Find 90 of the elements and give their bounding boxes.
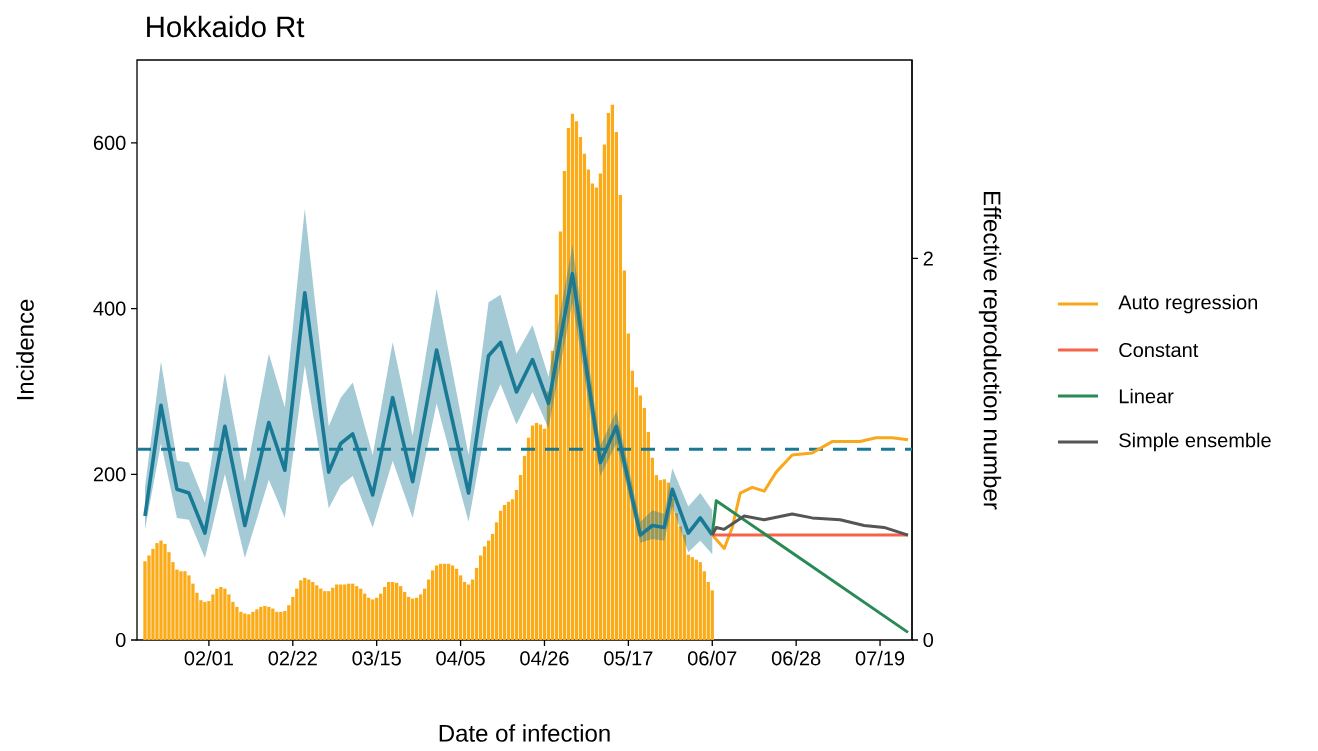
x-axis-title: Date of infection xyxy=(439,724,610,742)
legend-label: Linear xyxy=(1119,388,1174,404)
bar xyxy=(155,543,159,640)
bar xyxy=(466,584,471,640)
bar xyxy=(359,588,363,640)
bar xyxy=(538,424,543,640)
y2-tick-label: 2 xyxy=(923,251,933,266)
bar xyxy=(307,579,311,640)
bar xyxy=(163,543,167,640)
bar xyxy=(355,586,359,640)
bar xyxy=(694,559,698,640)
bar xyxy=(438,563,443,640)
bar xyxy=(506,501,511,640)
bar xyxy=(690,557,694,640)
bar xyxy=(263,606,267,640)
bar xyxy=(267,606,271,640)
y2-axis-title: Effective reproduction number xyxy=(978,192,1002,510)
bar xyxy=(383,586,387,640)
x-tick-label: 06/07 xyxy=(688,650,737,666)
bar xyxy=(610,104,615,640)
chart-title: Hokkaido Rt xyxy=(147,15,305,38)
x-tick-label: 07/19 xyxy=(855,650,905,666)
bar xyxy=(434,565,439,640)
bar xyxy=(251,611,255,640)
bar xyxy=(243,613,247,640)
line-series xyxy=(710,436,910,550)
bar xyxy=(239,611,243,640)
bar xyxy=(303,577,307,640)
bar xyxy=(159,540,163,640)
bar xyxy=(179,571,183,640)
bar xyxy=(391,582,395,640)
bar xyxy=(407,596,411,640)
bar xyxy=(319,588,323,640)
bar xyxy=(299,580,303,640)
bar xyxy=(399,586,403,640)
x-tick-label: 04/05 xyxy=(436,650,485,666)
bar xyxy=(414,597,419,640)
bar xyxy=(534,422,539,640)
bar xyxy=(371,599,375,640)
bar xyxy=(411,598,415,640)
bar xyxy=(502,504,507,640)
bar xyxy=(255,609,259,640)
bar xyxy=(375,597,379,640)
x-tick-label: 04/26 xyxy=(520,650,569,666)
bar xyxy=(343,584,347,640)
bar xyxy=(347,583,351,640)
bar xyxy=(203,601,207,640)
legend-label: Auto regression xyxy=(1118,294,1258,314)
y-tick-label: 600 xyxy=(93,135,126,150)
bar xyxy=(331,587,335,640)
y-tick-label: 200 xyxy=(93,467,126,482)
bar xyxy=(279,611,283,640)
bar xyxy=(187,575,191,640)
bar xyxy=(446,563,451,640)
bar xyxy=(450,565,455,640)
bar xyxy=(219,586,223,640)
y2-tick-label: 0 xyxy=(923,632,934,648)
x-tick-label: 05/17 xyxy=(604,650,653,666)
bar xyxy=(698,562,702,640)
y-tick-label: 0 xyxy=(115,632,126,648)
bar xyxy=(351,583,355,640)
bar xyxy=(183,571,187,640)
bar xyxy=(223,588,227,640)
bar xyxy=(235,606,239,640)
line-series xyxy=(710,512,910,537)
y-tick-label: 400 xyxy=(93,301,126,316)
x-tick-label: 03/15 xyxy=(352,650,401,666)
bar xyxy=(215,588,219,640)
bar xyxy=(530,425,535,640)
x-tick-label: 02/01 xyxy=(184,650,233,666)
bar xyxy=(259,606,263,640)
bar xyxy=(395,582,399,640)
y-axis-title: Incidence xyxy=(16,299,34,400)
bar xyxy=(387,582,391,640)
x-tick-label: 02/22 xyxy=(268,650,317,666)
bar xyxy=(311,582,315,640)
legend-label: Constant xyxy=(1119,342,1199,358)
bar xyxy=(323,591,327,640)
legend-label: Simple ensemble xyxy=(1119,432,1271,452)
bar xyxy=(442,563,447,640)
bar xyxy=(363,593,367,640)
bar xyxy=(315,585,319,640)
x-tick-label: 06/28 xyxy=(771,650,821,666)
bar xyxy=(367,597,371,640)
bar xyxy=(275,611,279,640)
bar xyxy=(339,584,343,640)
bar xyxy=(247,614,251,640)
bar xyxy=(454,568,459,640)
bar xyxy=(327,591,331,640)
bar xyxy=(335,584,339,640)
